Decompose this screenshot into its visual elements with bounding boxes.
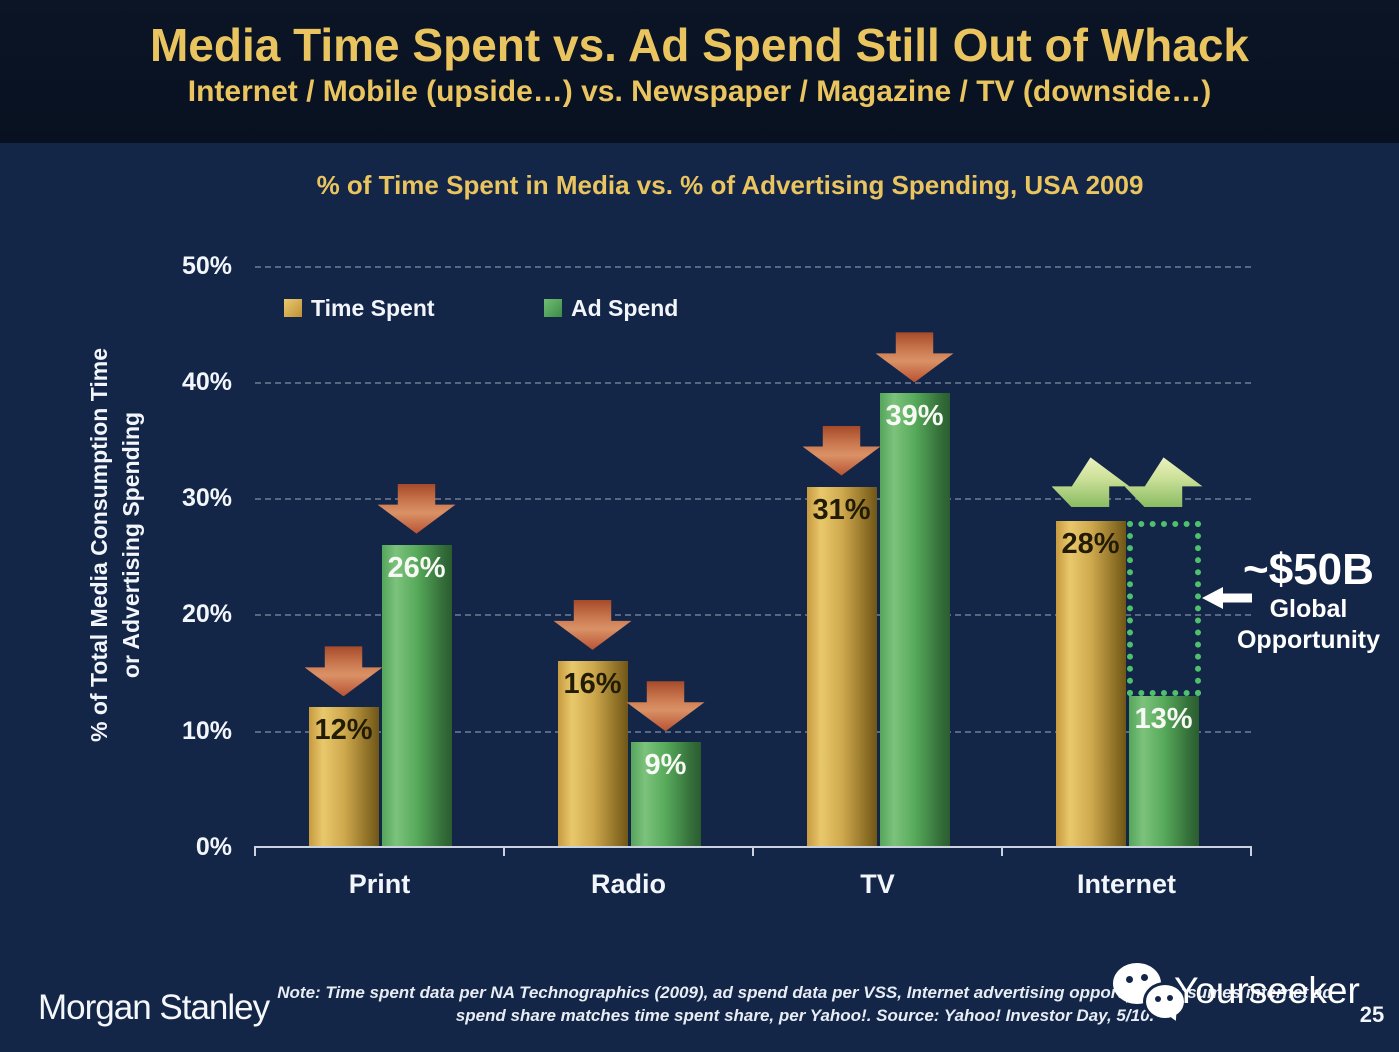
opportunity-label-line2: Opportunity	[1236, 626, 1381, 654]
legend-swatch-time-spent	[284, 299, 302, 317]
y-tick-label-50%: 50%	[181, 251, 232, 280]
axis-tick	[254, 846, 256, 856]
opportunity-value: ~$50B	[1243, 545, 1374, 594]
bar-time-spent-tv	[806, 486, 877, 847]
footnote-line2: spend share matches time spent share, pe…	[455, 1006, 1155, 1025]
bar-time-spent-internet	[1055, 521, 1126, 847]
y-tick-label-0%: 0%	[195, 833, 232, 861]
bar-value-label: 31%	[812, 493, 871, 526]
bar-value-label: 12%	[314, 714, 373, 747]
footnote-line1: Note: Time spent data per NA Technograph…	[277, 983, 1333, 1002]
wechat-bubble-small	[1143, 982, 1187, 1021]
category-label-tv: TV	[860, 869, 895, 899]
bar-value-label: 39%	[885, 400, 944, 433]
opportunity-label-line1: Global	[1269, 595, 1348, 623]
watermark-text: Yourseeker	[1174, 970, 1360, 1011]
slide-title: Media Time Spent vs. Ad Spend Still Out …	[149, 19, 1250, 71]
trend-down-arrow-print	[304, 646, 383, 697]
bar-ad-spend-radio	[630, 742, 701, 847]
category-label-radio: Radio	[590, 869, 666, 899]
opportunity-box	[1126, 521, 1201, 696]
legend-swatch-ad-spend	[544, 299, 562, 317]
trend-down-arrow-print	[377, 483, 456, 534]
opportunity-annotation: ~$50B Global Opportunity	[1218, 546, 1399, 656]
y-tick-label-10%: 10%	[181, 716, 232, 745]
legend-item-time-spent: Time Spent	[284, 294, 435, 321]
gridline-10%	[255, 730, 1251, 733]
bar-value-label: 16%	[563, 667, 622, 700]
legend-item-ad-spend: Ad Spend	[544, 294, 679, 321]
axis-tick	[1001, 846, 1003, 856]
footnote: Note: Time spent data per NA Technograph…	[250, 981, 1360, 1027]
wechat-icon	[1113, 963, 1187, 1021]
brand-logo: Morgan Stanley	[38, 988, 270, 1027]
slide-subtitle: Internet / Mobile (upside…) vs. Newspape…	[187, 75, 1212, 108]
gridline-50%	[255, 265, 1251, 268]
bar-ad-spend-print	[381, 544, 452, 847]
axis-tick	[503, 846, 505, 856]
y-tick-label-40%: 40%	[181, 367, 232, 396]
bar-value-label: 9%	[644, 749, 687, 782]
gridline-40%	[255, 381, 1251, 384]
slide-header: Media Time Spent vs. Ad Spend Still Out …	[0, 0, 1399, 143]
axis-tick	[752, 846, 754, 856]
trend-down-arrow-radio	[626, 681, 705, 732]
bar-time-spent-radio	[557, 660, 628, 847]
gridline-30%	[255, 498, 1251, 501]
bar-ad-spend-tv	[879, 393, 950, 847]
gridline-20%	[255, 614, 1251, 617]
bar-ad-spend-internet	[1128, 695, 1199, 847]
bar-time-spent-print	[308, 707, 379, 847]
chart-title: % of Time Spent in Media vs. % of Advert…	[316, 170, 1144, 200]
category-label-print: Print	[348, 869, 411, 899]
category-label-internet: Internet	[1076, 869, 1176, 899]
trend-down-arrow-tv	[802, 425, 881, 476]
y-tick-label-20%: 20%	[181, 600, 232, 629]
trend-down-arrow-radio	[553, 599, 632, 650]
page-number: 25	[1359, 1002, 1385, 1027]
bar-value-label: 26%	[387, 551, 446, 584]
legend-label-ad-spend: Ad Spend	[571, 294, 679, 321]
axis-baseline	[254, 846, 1252, 848]
axis-tick	[1250, 846, 1252, 856]
y-tick-label-30%: 30%	[181, 484, 232, 513]
bar-value-label: 28%	[1061, 528, 1120, 561]
legend-label-time-spent: Time Spent	[311, 294, 435, 321]
bar-value-label: 13%	[1134, 702, 1193, 735]
left-arrow-icon	[1202, 587, 1252, 609]
trend-down-arrow-tv	[875, 332, 954, 383]
y-axis-title-line1: % of Total Media Consumption Time	[86, 348, 112, 742]
